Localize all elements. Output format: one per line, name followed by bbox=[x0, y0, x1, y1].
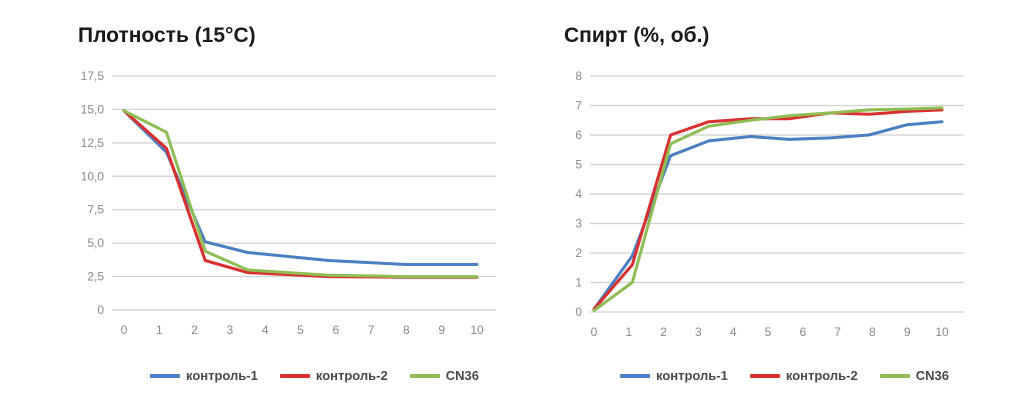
series-line-1 bbox=[122, 109, 479, 266]
y-tick-label: 3 bbox=[575, 217, 582, 231]
chart-title: Спирт (%, об.) bbox=[564, 24, 710, 47]
y-tick-label: 1 bbox=[575, 276, 582, 290]
y-tick-label: 2 bbox=[575, 246, 582, 260]
legend-item-kontrol-1: контроль-1 bbox=[620, 368, 728, 383]
legend-label: CN36 bbox=[915, 368, 949, 383]
x-tick-label: 5 bbox=[297, 323, 304, 337]
alcohol-chart-panel: Спирт (%, об.) 0 1 2 3 4 5 6 7 8 0 1 2 3 4 5 6 7 8 9 10 кон… bbox=[512, 0, 1024, 407]
x-tick-label: 9 bbox=[904, 325, 911, 339]
legend-label: CN36 bbox=[445, 368, 479, 383]
x-tick-label: 2 bbox=[191, 323, 198, 337]
x-tick-label: 10 bbox=[470, 323, 484, 337]
y-tick-label: 17,5 bbox=[81, 69, 105, 83]
series-line-1 bbox=[592, 120, 944, 311]
legend-item-cn36: CN36 bbox=[409, 368, 479, 383]
x-tick-label: 8 bbox=[403, 323, 410, 337]
x-tick-label: 6 bbox=[332, 323, 339, 337]
x-tick-label: 0 bbox=[121, 323, 128, 337]
legend-label: контроль-1 bbox=[186, 368, 258, 383]
x-tick-label: 3 bbox=[227, 323, 234, 337]
x-tick-label: 3 bbox=[695, 325, 702, 339]
series-line-2 bbox=[592, 108, 944, 311]
x-tick-label: 9 bbox=[438, 323, 445, 337]
legend: контроль-1 контроль-2 CN36 bbox=[150, 368, 479, 383]
legend-swatch-icon bbox=[620, 373, 650, 378]
x-tick-label: 1 bbox=[156, 323, 163, 337]
y-tick-label: 12,5 bbox=[81, 136, 105, 150]
y-tick-label: 15,0 bbox=[81, 102, 105, 116]
series-line-3 bbox=[592, 106, 944, 312]
x-tick-label: 10 bbox=[935, 325, 949, 339]
legend-swatch-icon bbox=[409, 373, 440, 378]
series-line-2 bbox=[122, 109, 479, 279]
x-tick-label: 4 bbox=[262, 323, 269, 337]
y-tick-label: 5 bbox=[575, 158, 582, 172]
legend-swatch-icon bbox=[879, 373, 910, 378]
y-tick-label: 7 bbox=[575, 99, 582, 113]
x-tick-label: 8 bbox=[869, 325, 876, 339]
alcohol-plot: 0 1 2 3 4 5 6 7 8 0 1 2 3 4 5 6 7 8 9 10 bbox=[575, 69, 964, 339]
y-tick-label: 0 bbox=[97, 303, 104, 317]
y-tick-label: 7,5 bbox=[87, 203, 104, 217]
y-tick-label: 2,5 bbox=[87, 270, 104, 284]
series-line-3 bbox=[122, 109, 479, 279]
y-tick-label: 0 bbox=[575, 305, 582, 319]
legend: контроль-1 контроль-2 CN36 bbox=[620, 368, 949, 383]
x-tick-label: 6 bbox=[799, 325, 806, 339]
legend-item-kontrol-2: контроль-2 bbox=[279, 368, 388, 383]
x-tick-label: 5 bbox=[765, 325, 772, 339]
y-tick-label: 10,0 bbox=[81, 169, 105, 183]
chart-title: Плотность (15°C) bbox=[78, 24, 256, 47]
y-tick-label: 8 bbox=[575, 69, 582, 83]
legend-item-cn36: CN36 bbox=[879, 368, 949, 383]
legend-label: контроль-2 bbox=[785, 368, 858, 383]
x-tick-label: 7 bbox=[834, 325, 841, 339]
density-plot: 0 2,5 5,0 7,5 10,0 12,5 15,0 17,5 0 1 2 3 4 5 6 7 8 9 10 bbox=[81, 69, 496, 337]
legend-label: контроль-2 bbox=[315, 368, 388, 383]
y-tick-label: 4 bbox=[575, 187, 582, 201]
density-chart-panel: Плотность (15°C) 0 2,5 5,0 7,5 10,0 12,5 15,0 1… bbox=[78, 24, 496, 383]
y-tick-label: 5,0 bbox=[87, 236, 104, 250]
x-tick-label: 1 bbox=[625, 325, 632, 339]
legend-label: контроль-1 bbox=[656, 368, 728, 383]
legend-swatch-icon bbox=[150, 373, 180, 378]
x-tick-label: 0 bbox=[591, 325, 598, 339]
legend-swatch-icon bbox=[279, 373, 310, 378]
legend-swatch-icon bbox=[749, 373, 780, 378]
legend-item-kontrol-1: контроль-1 bbox=[150, 368, 258, 383]
y-tick-label: 6 bbox=[575, 128, 582, 142]
x-tick-label: 4 bbox=[730, 325, 737, 339]
x-tick-label: 2 bbox=[660, 325, 667, 339]
legend-item-kontrol-2: контроль-2 bbox=[749, 368, 858, 383]
x-tick-label: 7 bbox=[368, 323, 375, 337]
